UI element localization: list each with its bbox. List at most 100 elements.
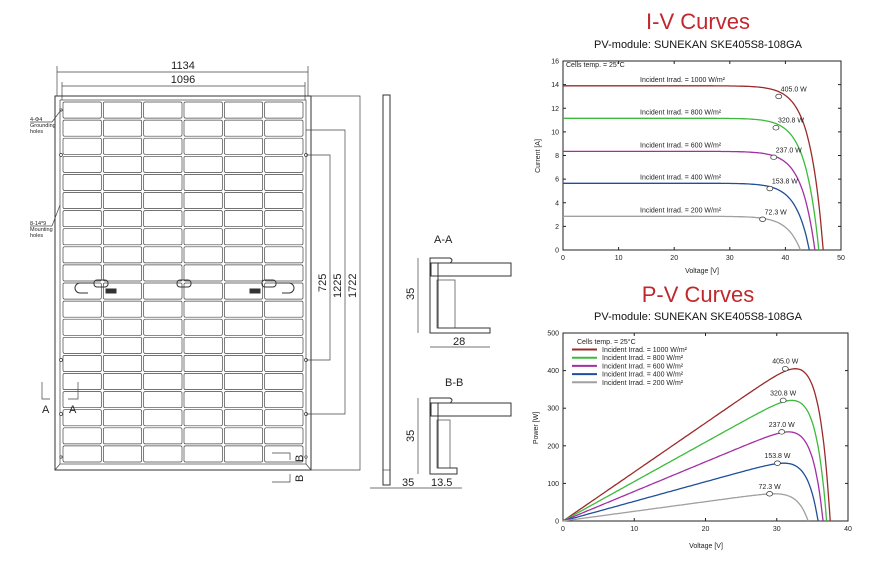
solar-cell — [62, 355, 102, 372]
solar-cell — [223, 355, 264, 372]
series-label: Incident Irrad. = 600 W/m² — [640, 142, 722, 149]
mpp-marker — [770, 154, 778, 160]
y-tick-label: 0 — [555, 519, 559, 526]
solar-cell — [143, 101, 183, 119]
solar-cell — [264, 174, 304, 191]
solar-cell — [143, 228, 183, 246]
solar-cell — [143, 119, 183, 137]
solar-cell — [264, 282, 304, 300]
solar-cell — [102, 119, 143, 137]
mpp-marker — [779, 397, 787, 404]
grounding-note-line: 4-Φ4 — [30, 117, 42, 123]
solar-cell — [183, 210, 223, 228]
iv-title: I-V Curves — [646, 9, 750, 34]
solar-cell — [223, 336, 264, 354]
mpp-marker — [774, 460, 781, 466]
solar-cell — [223, 300, 264, 318]
solar-cell — [102, 246, 143, 264]
mpp-marker — [759, 216, 766, 222]
solar-cell — [143, 355, 183, 372]
solar-cell — [223, 282, 264, 300]
mpp-label: 237.0 W — [776, 147, 802, 154]
mpp-label: 320.8 W — [770, 390, 796, 397]
x-tick-label: 30 — [726, 255, 734, 262]
y-tick-label: 200 — [547, 443, 559, 450]
x-tick-label: 20 — [702, 526, 710, 533]
solar-cell — [62, 192, 102, 209]
solar-cell — [223, 210, 264, 228]
module-glass — [59, 99, 307, 465]
solar-cell — [143, 300, 183, 318]
solar-cell — [264, 228, 304, 246]
section-marker-a: A A — [41, 382, 79, 416]
dimension-1096: 1096 — [61, 74, 306, 100]
dimension-1722: 1722 — [311, 95, 361, 471]
solar-cell — [264, 101, 304, 119]
solar-cell — [183, 427, 223, 445]
section-b-mark: B — [294, 475, 306, 482]
section-a-mark: A — [69, 404, 77, 416]
dim-35-a-label: 35 — [405, 288, 417, 300]
solar-cell — [62, 119, 102, 137]
solar-cell — [102, 101, 143, 119]
legend-label: Incident Irrad. = 400 W/m² — [602, 372, 684, 379]
grounding-note-line: Grounding — [30, 123, 56, 129]
solar-cell — [223, 264, 264, 282]
solar-cell — [264, 318, 304, 336]
solar-cell — [223, 391, 264, 409]
solar-cell — [183, 264, 223, 282]
solar-cell — [143, 264, 183, 282]
solar-cell — [264, 445, 304, 463]
solar-cell — [183, 318, 223, 336]
solar-cell — [62, 228, 102, 246]
solar-cell — [223, 155, 264, 173]
mpp-label: 153.8 W — [772, 179, 798, 186]
solar-cell — [264, 210, 304, 228]
y-tick-label: 12 — [551, 106, 559, 113]
dim-1134-label: 1134 — [171, 60, 195, 72]
y-tick-label: 300 — [547, 406, 559, 413]
solar-cell — [183, 282, 223, 300]
solar-cell — [62, 155, 102, 173]
mpp-marker — [772, 125, 780, 131]
solar-cell — [62, 391, 102, 409]
solar-cell — [223, 192, 264, 209]
solar-cell — [102, 155, 143, 173]
pv-ylabel: Power [W] — [533, 412, 540, 444]
solar-cell — [223, 101, 264, 119]
section-b-b: B-B 35 — [405, 377, 512, 475]
legend-label: Incident Irrad. = 1000 W/m² — [602, 347, 688, 354]
solar-cell — [143, 210, 183, 228]
solar-cell — [102, 355, 143, 372]
mounting-note-line: Mounting — [30, 227, 53, 233]
series-label: Incident Irrad. = 200 W/m² — [640, 207, 722, 214]
y-tick-label: 8 — [555, 153, 559, 160]
series-line — [562, 462, 819, 522]
solar-cell — [223, 445, 264, 463]
pv-subtitle: PV-module: SUNEKAN SKE405S8-108GA — [594, 311, 803, 323]
solar-cell — [223, 373, 264, 390]
section-a-a-label: A-A — [434, 234, 453, 246]
solar-cell — [223, 246, 264, 264]
mpp-marker — [766, 491, 773, 497]
section-b-b-label: B-B — [445, 377, 463, 389]
section-a-a: A-A 35 28 — [405, 234, 512, 348]
pv-xlabel: Voltage [V] — [689, 543, 723, 550]
iv-chart: I-V Curves PV-module: SUNEKAN SKE405S8-1… — [535, 9, 845, 275]
mounting-holes-note: 8-14*9 Mounting holes — [30, 204, 61, 239]
solar-cell — [62, 174, 102, 191]
series-line — [562, 493, 809, 522]
series-label: Incident Irrad. = 800 W/m² — [640, 109, 722, 116]
dim-13-5-label: 13.5 — [431, 477, 452, 489]
solar-cell — [102, 192, 143, 209]
solar-cell — [183, 228, 223, 246]
dim-35-b-label: 35 — [405, 430, 417, 442]
pv-title: P-V Curves — [642, 282, 754, 307]
dim-1225-label: 1225 — [332, 274, 344, 298]
solar-cell — [102, 137, 143, 155]
dim-725-label: 725 — [317, 274, 329, 292]
section-b-mark: B — [294, 455, 306, 462]
solar-cell — [264, 155, 304, 173]
junction-boxes — [74, 279, 295, 294]
solar-cell — [62, 264, 102, 282]
